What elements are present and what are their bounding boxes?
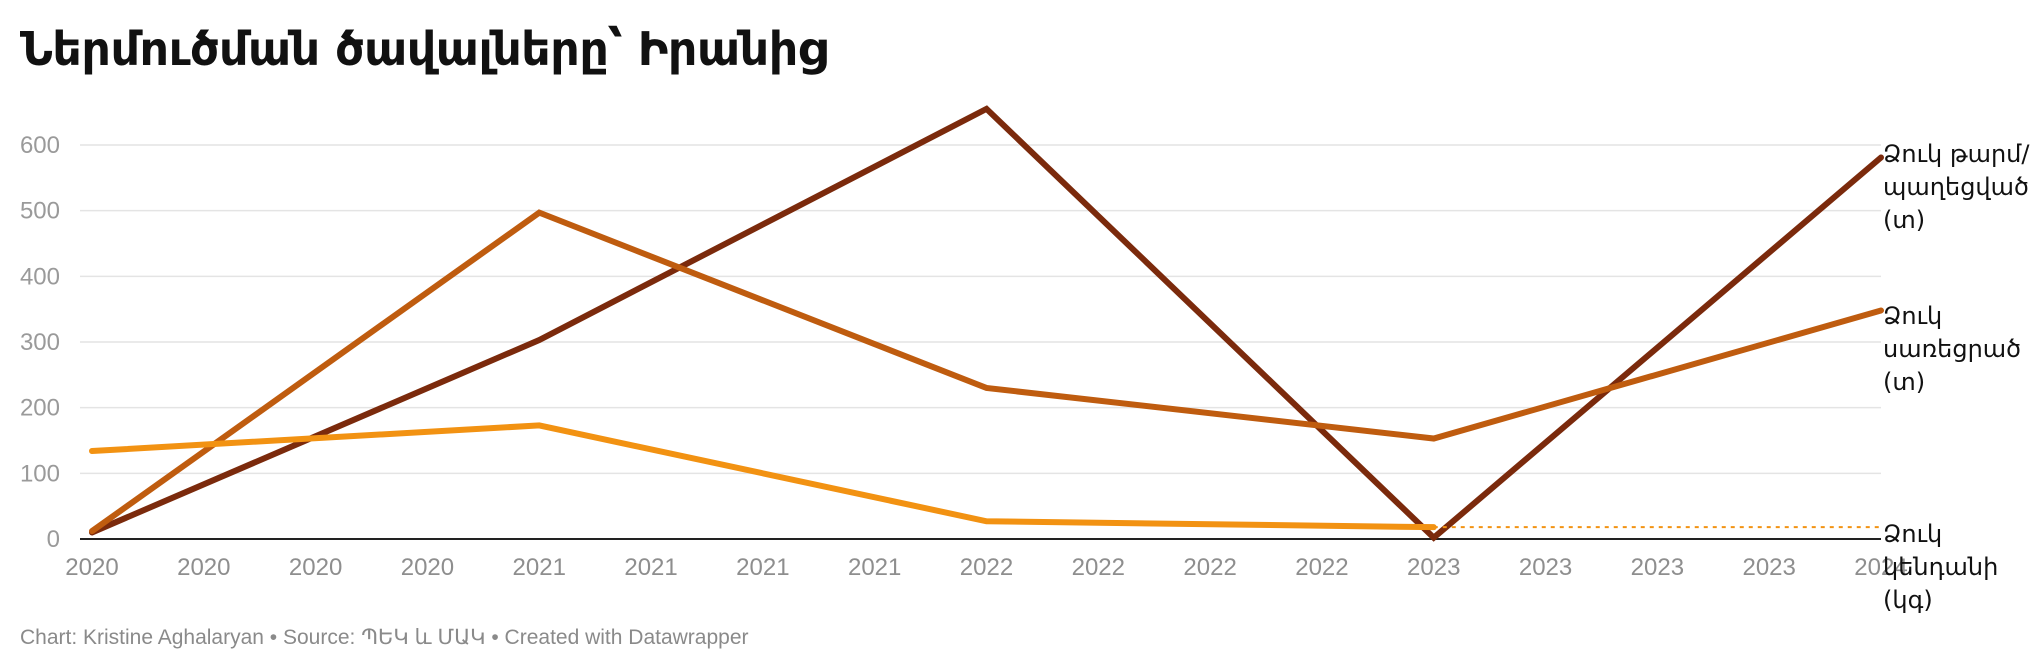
x-tick-label: 2023 — [1407, 554, 1460, 581]
x-tick-label: 2020 — [401, 554, 454, 581]
chart-footer: Chart: Kristine Aghalaryan • Source: ՊԵԿ… — [20, 626, 749, 649]
series-labels: Ձուկ թարմ/պաղեցված (տ) Ձուկ սառեցրած (տ) Ձուկ… — [1883, 140, 2030, 614]
gridlines — [80, 144, 1881, 540]
x-tick-label: 2023 — [1742, 554, 1795, 581]
x-tick-label: 2022 — [1295, 554, 1348, 581]
y-tick-label: 200 — [20, 395, 60, 422]
x-tick-label: 2021 — [736, 554, 789, 581]
x-tick-label: 2023 — [1631, 554, 1684, 581]
x-tick-label: 2022 — [1183, 554, 1236, 581]
x-tick-label: 2021 — [624, 554, 677, 581]
chart-title: Ներմուծման ծավալները՝ Իրանից — [20, 22, 827, 76]
x-axis-ticks: 2020 2020 2020 2020 2021 2021 2021 2021 2022 2022… — [65, 554, 1907, 581]
series-lines — [89, 105, 1884, 542]
series-label: Ձուկ սառեցրած (տ) — [1883, 302, 2021, 396]
y-tick-label: 0 — [47, 526, 60, 553]
y-tick-label: 500 — [20, 198, 60, 225]
y-tick-label: 400 — [20, 263, 60, 290]
x-tick-label: 2022 — [1072, 554, 1125, 581]
series-line — [89, 209, 1884, 535]
series-line — [89, 422, 1437, 531]
x-tick-label: 2020 — [177, 554, 230, 581]
y-axis-ticks: 0 100 200 300 400 500 600 — [20, 132, 60, 553]
x-tick-label: 2021 — [513, 554, 566, 581]
x-tick-label: 2020 — [289, 554, 342, 581]
series-label: Ձուկ թարմ/պաղեցված (տ) — [1883, 140, 2030, 234]
x-tick-label: 2023 — [1519, 554, 1572, 581]
x-tick-label: 2022 — [960, 554, 1013, 581]
y-tick-label: 300 — [20, 329, 60, 356]
y-tick-label: 600 — [20, 132, 60, 159]
series-label: Ձուկ կենդանի (կգ) — [1883, 520, 1998, 614]
x-tick-label: 2020 — [65, 554, 118, 581]
x-tick-label: 2021 — [848, 554, 901, 581]
y-tick-label: 100 — [20, 460, 60, 487]
series-line — [89, 105, 1884, 542]
x-tick-label: 2024 — [1854, 554, 1907, 581]
